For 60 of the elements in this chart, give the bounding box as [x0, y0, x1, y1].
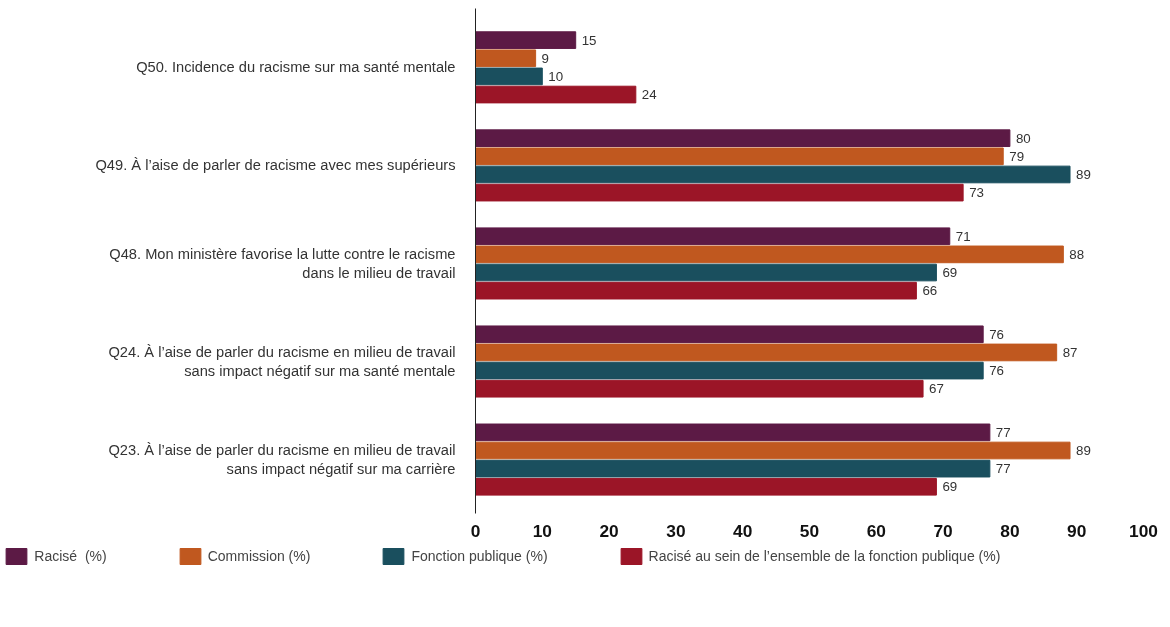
bar	[475, 361, 984, 380]
bar	[475, 85, 637, 104]
bar	[475, 165, 1071, 184]
bar	[475, 31, 577, 49]
legend-label: Fonction publique (%)	[411, 548, 548, 564]
data-label: 73	[969, 185, 984, 201]
x-tick-label: 30	[666, 520, 686, 541]
data-label: 89	[1076, 166, 1091, 182]
data-label: 87	[1062, 344, 1078, 360]
data-label: 15	[581, 32, 597, 48]
data-label: 67	[929, 381, 944, 397]
x-tick-label: 0	[470, 520, 481, 541]
x-tick-label: 40	[733, 520, 753, 541]
bar	[475, 263, 937, 282]
data-label: 10	[548, 68, 564, 84]
y-tick-label: Q49. À l’aise de parler de racisme avec mes supérieurs	[95, 157, 456, 174]
legend-label: Commission (%)	[207, 548, 311, 564]
data-label: 79	[1009, 148, 1025, 164]
bar	[475, 343, 1058, 362]
bar	[475, 67, 543, 86]
x-tick-label: 70	[933, 520, 953, 541]
y-tick-label: Q24. À l’aise de parler du racisme en milieu de travail sans impact négatif sur ma santé mentale	[108, 343, 456, 380]
bar	[475, 477, 937, 496]
y-tick-label: Q23. À l’aise de parler du racisme en milieu de travail sans impact négatif sur ma carrière	[108, 441, 456, 478]
y-tick-label: Q50. Incidence du racisme sur ma santé mentale	[136, 59, 456, 76]
data-label: 88	[1069, 246, 1085, 262]
bar	[475, 281, 917, 300]
data-label: 76	[989, 326, 1005, 342]
legend-label: Racisé (%)	[34, 548, 107, 564]
bar	[475, 423, 991, 442]
data-label: 76	[989, 363, 1005, 379]
data-label: 77	[995, 461, 1011, 477]
data-label: 24	[641, 87, 658, 103]
y-tick-label: Q48. Mon ministère favorise la lutte contre le racisme dans le milieu de travail	[109, 245, 456, 282]
data-label: 69	[942, 479, 958, 495]
data-label: 66	[922, 283, 938, 299]
bar	[475, 129, 1011, 148]
legend-label: Racisé au sein de l’ensemble de la fonction publique (%)	[648, 548, 1001, 564]
x-tick-label: 50	[799, 520, 820, 541]
data-label: 71	[955, 228, 971, 244]
bar	[475, 459, 991, 478]
x-tick-label: 80	[1000, 520, 1020, 541]
x-tick-label: 100	[1129, 520, 1158, 541]
data-label: 69	[942, 265, 958, 281]
x-tick-label: 60	[866, 520, 886, 541]
bar	[475, 183, 964, 202]
bar	[475, 147, 1004, 166]
data-label: 89	[1076, 443, 1091, 458]
bar	[475, 227, 951, 246]
bar	[475, 245, 1064, 264]
data-label: 77	[995, 424, 1011, 440]
x-tick-label: 90	[1067, 520, 1087, 541]
bar	[475, 49, 537, 68]
bar	[475, 379, 924, 398]
bar	[475, 441, 1071, 460]
bar	[475, 325, 984, 344]
x-tick-label: 10	[532, 520, 552, 541]
x-tick-label: 20	[599, 520, 619, 541]
data-label: 80	[1015, 130, 1031, 146]
data-label: 9	[541, 50, 550, 66]
